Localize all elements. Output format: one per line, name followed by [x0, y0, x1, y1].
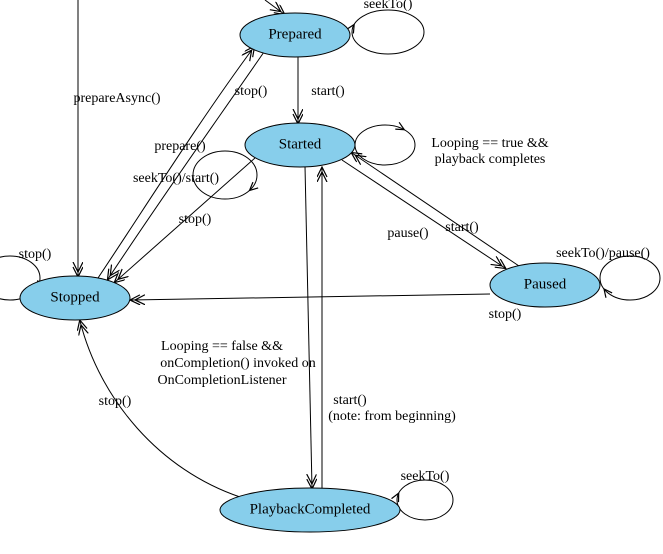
self-loop-label-stopped: stop(): [19, 247, 52, 262]
self-loop-label-completed: seekTo(): [401, 469, 450, 484]
self-loop-label-prepared: seekTo(): [364, 0, 413, 12]
self-loop-label-started: Looping == true &&: [431, 136, 548, 151]
edge-paused-started: [352, 153, 519, 266]
edge-label-completed-stopped: stop(): [99, 394, 132, 409]
edge-label-completed-started: (note: from beginning): [328, 409, 456, 424]
edge-label-side-line-stopped: prepareAsync(): [73, 91, 160, 106]
self-loop-started: [355, 125, 415, 165]
state-label-paused: Paused: [524, 276, 567, 292]
edge-label-prepared-stopped: stop(): [235, 84, 268, 99]
state-label-started: Started: [279, 136, 322, 152]
self-loop-label-started: playback completes: [435, 152, 546, 167]
edge-entry-top-prepared: [265, 0, 284, 14]
edges-layer: start()prepareAsync()prepare()stop()stop…: [0, 0, 660, 520]
edge-started-completed: [305, 166, 312, 488]
edge-label-paused-started: start(): [445, 220, 479, 235]
state-label-completed: PlaybackCompleted: [250, 501, 371, 517]
state-label-prepared: Prepared: [268, 26, 322, 42]
edge-label-started-completed: Looping == false &&: [161, 339, 283, 354]
edge-label-prepared-started: start(): [311, 84, 345, 99]
edge-label-started-completed: onCompletion() invoked on: [160, 356, 316, 371]
self-loop-completed: [397, 480, 453, 520]
edge-label-paused-stopped: stop(): [489, 307, 522, 322]
self-loop-paused: [600, 256, 660, 300]
edge-label-started-stopped: stop(): [179, 212, 212, 227]
edge-label-started-completed: OnCompletionListener: [157, 373, 286, 388]
self-loop-label-paused: seekTo()/pause(): [556, 246, 650, 261]
edge-started-paused: [342, 160, 505, 268]
self-loop-label-started: seekTo()/start(): [133, 171, 219, 186]
self-loop-prepared: [352, 10, 424, 54]
state-label-stopped: Stopped: [50, 289, 100, 305]
edge-paused-stopped: [131, 294, 490, 300]
edge-label-completed-started: start(): [333, 393, 367, 408]
edge-label-started-paused: pause(): [387, 226, 429, 241]
edge-stopped-prepared: [98, 47, 254, 278]
state-diagram: start()prepareAsync()prepare()stop()stop…: [0, 0, 663, 554]
